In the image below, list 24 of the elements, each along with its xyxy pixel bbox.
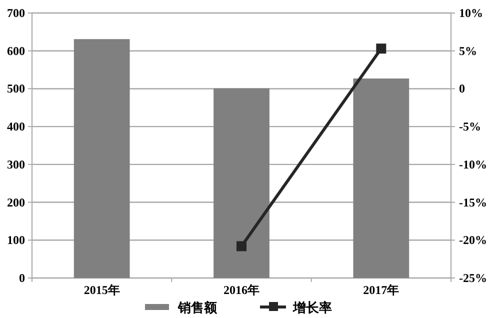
y2-tick-label: 0 [459,82,465,96]
y-tick-label: 500 [7,82,25,96]
y2-tick-label: 5% [459,44,477,58]
y2-tick-label: -20% [459,233,487,248]
y2-tick-label: -5% [459,120,481,134]
y-tick-label: 0 [19,271,25,285]
x-tick-label: 2016年 [224,283,260,297]
y2-tick-label: -15% [459,195,487,210]
bar [214,88,270,278]
bar [74,39,130,278]
legend-label: 增长率 [292,300,332,316]
legend-label: 销售额 [177,300,218,316]
y-tick-label: 300 [7,157,25,172]
y-tick-label: 600 [7,44,25,58]
x-tick-label: 2015年 [84,283,120,297]
y2-tick-label: 10% [459,6,483,20]
x-tick-label: 2017年 [363,283,400,297]
bar [353,78,410,278]
y-tick-label: 100 [7,233,25,248]
y2-tick-label: -25% [459,271,487,285]
y2-tick-label: -10% [459,157,487,172]
y-tick-label: 700 [7,6,25,20]
y-tick-label: 200 [7,195,25,210]
y-tick-label: 400 [7,120,25,134]
